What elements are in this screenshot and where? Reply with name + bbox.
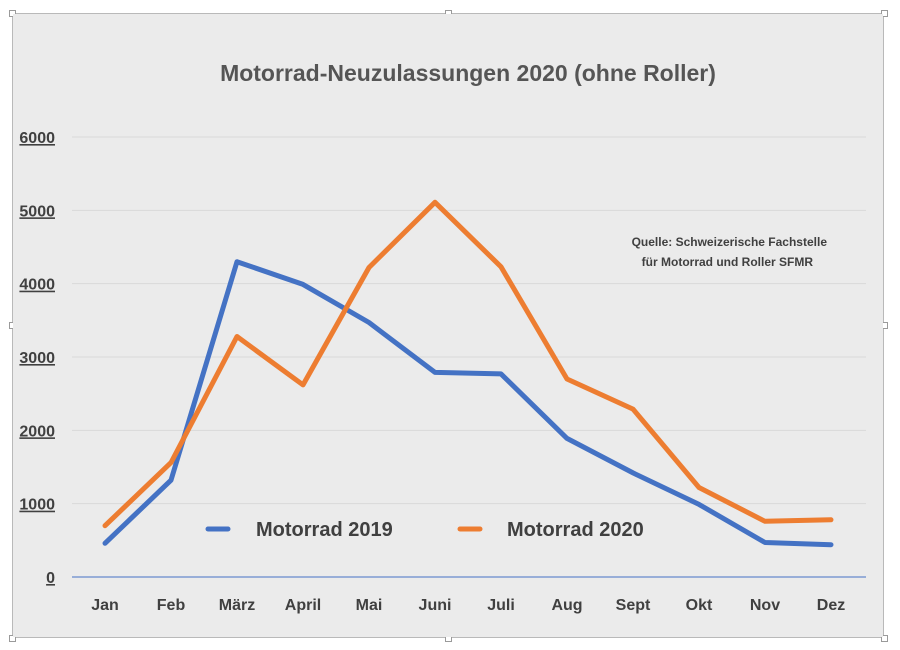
resize-handle-bottom-left[interactable] [9, 635, 16, 642]
y-tick-label: 5000 [19, 203, 55, 220]
y-tick-label: 3000 [19, 350, 55, 367]
series-lines [102, 199, 834, 548]
x-tick-label: Okt [686, 597, 713, 614]
x-tick-label: Juni [419, 597, 452, 614]
chart-background [13, 14, 883, 637]
y-tick-label: 0 [46, 570, 55, 587]
x-tick-label: Feb [157, 597, 186, 614]
source-note-line-2: für Motorrad und Roller SFMR [642, 255, 814, 269]
y-tick-label: 4000 [19, 277, 55, 294]
x-tick-label: Jan [91, 597, 119, 614]
x-tick-label: Sept [616, 597, 651, 614]
resize-handle-bottom-right[interactable] [881, 635, 888, 642]
chart-title: Motorrad-Neuzulassungen 2020 (ohne Rolle… [220, 60, 716, 86]
x-tick-label: März [219, 597, 255, 614]
source-note-line-1: Quelle: Schweizerische Fachstelle [632, 235, 828, 249]
resize-handle-top-right[interactable] [881, 10, 888, 17]
legend-label-1: Motorrad 2020 [507, 519, 644, 541]
y-tick-label: 6000 [19, 130, 55, 147]
x-tick-label: Nov [750, 597, 780, 614]
x-tick-label: April [285, 597, 321, 614]
series-line-0 [102, 259, 834, 548]
x-tick-label: Mai [356, 597, 383, 614]
legend: Motorrad 2019 Motorrad 2020 [205, 519, 644, 541]
resize-handle-top-left[interactable] [9, 10, 16, 17]
y-axis-tick-labels: 0 1000 2000 3000 4000 5000 6000 [19, 130, 55, 587]
legend-label-0: Motorrad 2019 [256, 519, 393, 541]
x-tick-label: Juli [487, 597, 515, 614]
x-tick-label: Aug [551, 597, 582, 614]
x-axis-tick-labels: Jan Feb März April Mai Juni Juli Aug Sept Okt Nov D… [91, 597, 845, 614]
series-line-1 [102, 199, 834, 529]
y-tick-label: 1000 [19, 497, 55, 514]
x-tick-label: Dez [817, 597, 845, 614]
y-tick-label: 2000 [19, 423, 55, 440]
